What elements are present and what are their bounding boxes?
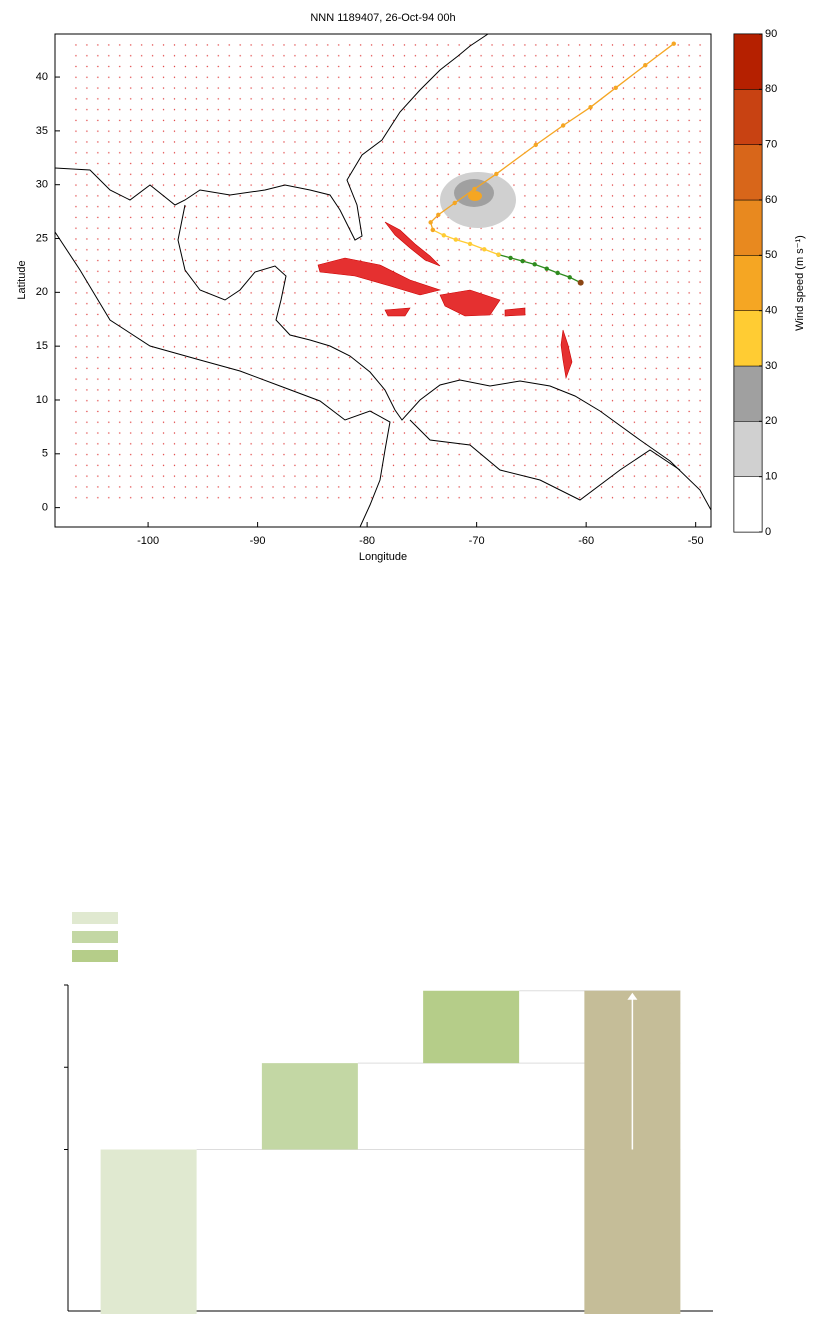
coastline xyxy=(55,231,391,527)
track-point xyxy=(482,247,487,252)
chart-title: NNN 1189407, 26-Oct-94 00h xyxy=(310,12,455,24)
track-point xyxy=(555,270,560,276)
track-point xyxy=(508,255,513,261)
track-point xyxy=(453,237,459,242)
track-point xyxy=(567,275,572,280)
y-tick-label: 35 xyxy=(36,125,48,137)
x-tick-label: -60 xyxy=(578,535,594,547)
y-axis-label: Latitude xyxy=(16,260,28,299)
colorbar-band xyxy=(733,421,763,477)
wind-field xyxy=(468,191,482,201)
colorbar-tick-label: 10 xyxy=(765,471,777,483)
track-point xyxy=(441,233,446,238)
legend-swatch xyxy=(72,950,118,962)
colorbar-tick-label: 0 xyxy=(765,526,771,538)
coastline xyxy=(177,204,711,511)
colorbar-label: Wind speed (m s⁻¹) xyxy=(794,235,806,331)
y-tick-label: 10 xyxy=(36,394,48,406)
y-tick-label: 20 xyxy=(36,286,48,298)
colorbar-band xyxy=(733,89,763,145)
colorbar-band xyxy=(733,33,763,90)
y-tick-label: 25 xyxy=(36,232,48,244)
x-tick-label: -80 xyxy=(359,535,375,547)
island xyxy=(504,307,526,317)
colorbar-band xyxy=(733,365,763,422)
y-tick-label: 0 xyxy=(42,502,48,514)
x-tick-label: -50 xyxy=(688,535,704,547)
track-point xyxy=(532,262,537,267)
colorbar-band xyxy=(733,199,763,256)
coastline xyxy=(55,34,489,241)
island xyxy=(384,307,411,317)
colorbar-band xyxy=(733,476,763,533)
x-axis-label: Longitude xyxy=(359,551,407,563)
colorbar-tick-label: 50 xyxy=(765,249,777,261)
track-point xyxy=(520,258,525,264)
map xyxy=(55,34,711,527)
track-point xyxy=(428,220,433,225)
colorbar-band xyxy=(733,310,763,367)
track-point xyxy=(430,227,436,233)
track-point xyxy=(671,41,676,46)
y-tick-label: 5 xyxy=(42,448,48,460)
island xyxy=(560,329,573,380)
island xyxy=(317,257,442,296)
plot-frame xyxy=(54,33,712,528)
colorbar-tick-label: 90 xyxy=(765,28,777,40)
bar xyxy=(261,1063,358,1150)
colorbar-tick-label: 60 xyxy=(765,194,777,206)
track-point xyxy=(643,63,648,68)
island xyxy=(384,221,441,267)
bar xyxy=(423,990,520,1064)
y-tick-label: 40 xyxy=(36,71,48,83)
legend-swatch xyxy=(72,912,118,924)
track-point xyxy=(533,142,538,148)
x-tick-label: -100 xyxy=(137,535,159,547)
colorbar-band xyxy=(733,255,763,311)
legend-swatch xyxy=(72,931,118,943)
colorbar-tick-label: 30 xyxy=(765,360,777,372)
track-point xyxy=(496,252,501,257)
island xyxy=(439,289,501,317)
x-tick-label: -90 xyxy=(250,535,266,547)
colorbar-tick-label: 40 xyxy=(765,305,777,317)
colorbar-band xyxy=(733,144,763,201)
track-point xyxy=(544,266,549,271)
track-point xyxy=(436,212,441,218)
y-tick-label: 15 xyxy=(36,340,48,352)
track-point xyxy=(494,171,499,177)
track-point xyxy=(613,85,618,91)
track-point xyxy=(472,186,477,192)
colorbar-tick-label: 20 xyxy=(765,415,777,427)
track-point xyxy=(452,200,457,206)
track-point xyxy=(577,279,584,286)
track-point xyxy=(467,241,473,247)
colorbar-tick-label: 70 xyxy=(765,139,777,151)
colorbar-tick-label: 80 xyxy=(765,83,777,95)
track-point xyxy=(560,123,566,128)
y-tick-label: 30 xyxy=(36,179,48,191)
bar xyxy=(100,1149,197,1314)
coastline xyxy=(409,419,681,501)
arrow-head xyxy=(627,992,638,1000)
x-tick-label: -70 xyxy=(469,535,485,547)
track-point xyxy=(588,104,593,110)
